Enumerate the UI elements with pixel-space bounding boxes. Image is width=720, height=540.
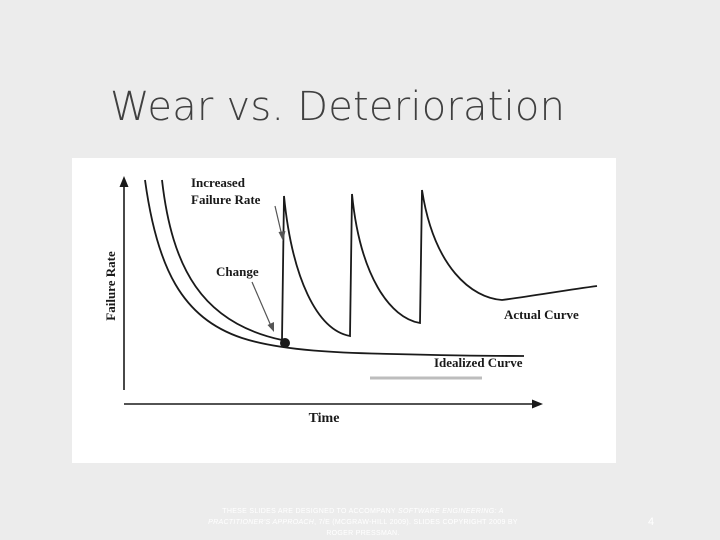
footer-book-title: SOFTWARE ENGINEERING: A PRACTITIONER'S A… — [208, 508, 504, 526]
change-label: Change — [216, 264, 259, 279]
idealized-curve-label: Idealized Curve — [434, 355, 523, 370]
increased-failure-rate-arrowhead — [278, 231, 286, 241]
idealized-curve — [144, 179, 525, 357]
page-number: 4 — [648, 516, 655, 528]
y-axis-label: Failure Rate — [103, 251, 118, 321]
increased-label-line1: Increased — [191, 175, 246, 190]
footer-part3: , 7/E (MCGRAW-HILL 2009). SLIDES COPYRIG… — [314, 519, 518, 537]
copyright-footer: THESE SLIDES ARE DESIGNED TO ACCOMPANY S… — [208, 506, 518, 539]
y-axis-arrowhead — [119, 176, 129, 187]
x-axis-arrowhead — [532, 399, 543, 409]
slide-title: Wear vs. Deterioration — [110, 84, 566, 130]
actual-curve-label: Actual Curve — [504, 307, 579, 322]
x-axis-label: Time — [309, 411, 340, 426]
actual-curve — [161, 179, 598, 342]
change-point-marker — [280, 338, 290, 348]
change-arrowhead — [267, 322, 274, 332]
footer-part1: THESE SLIDES ARE DESIGNED TO ACCOMPANY — [222, 508, 399, 515]
change-pointer — [251, 281, 272, 327]
increased-label-line2: Failure Rate — [191, 192, 261, 207]
increased-failure-rate-pointer — [274, 205, 283, 237]
failure-rate-figure: Failure Rate Time Increased Failure Rate… — [72, 158, 616, 463]
failure-curves-diagram: Failure Rate Time Increased Failure Rate… — [103, 175, 598, 426]
